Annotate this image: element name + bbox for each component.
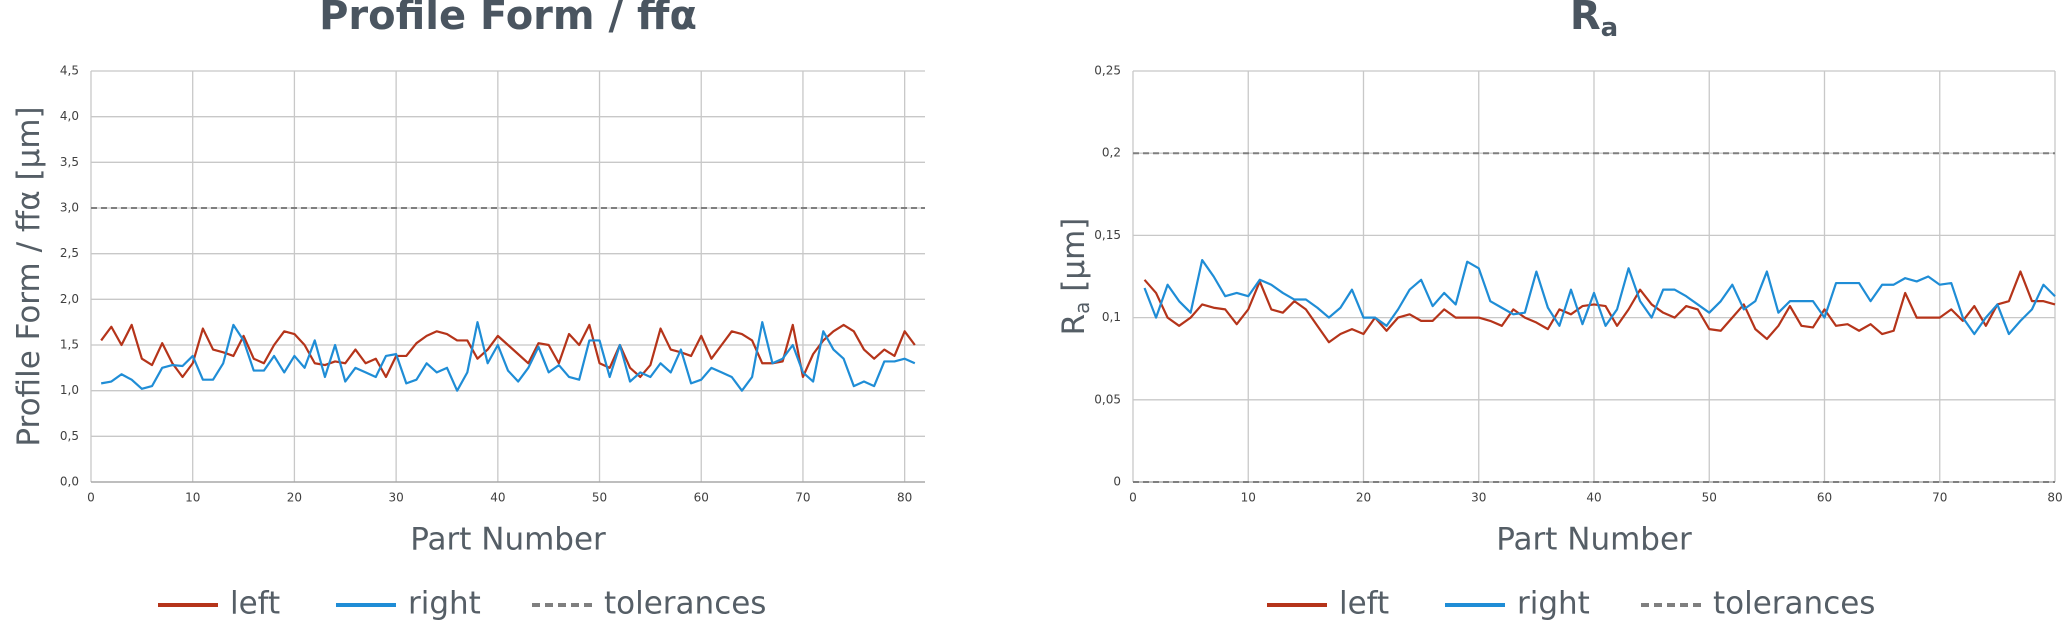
x-tick-label: 30 <box>1471 491 1486 505</box>
y-tick-label: 0,0 <box>60 475 79 489</box>
y-tick-label: 0 <box>1113 475 1121 489</box>
title-subscript: a <box>1601 13 1619 43</box>
y-tick-label: 3,0 <box>60 201 79 215</box>
x-tick-label: 50 <box>592 491 607 505</box>
x-tick-label: 20 <box>287 491 302 505</box>
x-tick-label: 80 <box>2047 491 2062 505</box>
y-label-text: R <box>1056 314 1092 336</box>
title-text: R <box>1570 0 1601 39</box>
y-tick-label: 0,2 <box>1102 146 1121 160</box>
x-tick-label: 0 <box>1129 491 1137 505</box>
x-tick-label: 40 <box>490 491 505 505</box>
legend-label: tolerances <box>604 586 766 622</box>
y-axis-label: Ra [µm] <box>1056 218 1094 336</box>
title-text: Profile Form / ffα <box>319 0 697 39</box>
x-tick-label: 70 <box>795 491 810 505</box>
y-tick-label: 4,5 <box>60 64 79 78</box>
x-tick-label: 60 <box>1817 491 1832 505</box>
y-tick-label: 2,5 <box>60 246 79 260</box>
y-tick-label: 0,1 <box>1102 310 1121 324</box>
chart: Profile Form / ffα Profile Form / ffα [µm… <box>11 0 925 622</box>
x-tick-label: 10 <box>1241 491 1256 505</box>
data-line <box>1143 258 2056 336</box>
legend-label: tolerances <box>1713 586 1875 622</box>
y-tick-label: 1,5 <box>60 338 79 352</box>
x-tick-label: 40 <box>1586 491 1601 505</box>
legend-label: left <box>230 586 280 622</box>
y-axis-label: Profile Form / ffα [µm] <box>11 106 47 446</box>
y-tick-label: 0,5 <box>60 429 79 443</box>
x-tick-label: 70 <box>1932 491 1947 505</box>
y-label-text: Profile Form / ffα [µm] <box>11 106 47 446</box>
legend: left right tolerances <box>1267 586 1875 622</box>
y-tick-label: 0,05 <box>1094 392 1121 406</box>
legend-label: right <box>408 586 481 622</box>
x-tick-label: 50 <box>1702 491 1717 505</box>
data-line <box>100 321 916 392</box>
chart-title: Profile Form / ffα <box>319 0 697 39</box>
y-tick-label: 1,0 <box>60 383 79 397</box>
y-tick-label: 0,15 <box>1094 228 1121 242</box>
y-label-subscript: a <box>1070 302 1094 314</box>
legend-label: right <box>1517 586 1590 622</box>
legend-label: left <box>1339 586 1389 622</box>
y-tick-label: 3,5 <box>60 155 79 169</box>
chart-title: Ra <box>1570 0 1618 43</box>
x-tick-label: 30 <box>388 491 403 505</box>
x-tick-label: 60 <box>694 491 709 505</box>
legend: left right tolerances <box>158 586 766 622</box>
x-axis-label: Part Number <box>410 522 606 558</box>
y-tick-label: 4,0 <box>60 109 79 123</box>
data-line <box>1143 270 2056 344</box>
data-line <box>100 323 916 379</box>
x-tick-label: 10 <box>185 491 200 505</box>
y-label-suffix: [µm] <box>1056 218 1092 302</box>
x-tick-label: 20 <box>1356 491 1371 505</box>
y-tick-label: 2,0 <box>60 292 79 306</box>
x-tick-label: 80 <box>897 491 912 505</box>
x-axis-label: Part Number <box>1496 522 1692 558</box>
x-tick-label: 0 <box>87 491 95 505</box>
y-tick-label: 0,25 <box>1094 64 1121 78</box>
